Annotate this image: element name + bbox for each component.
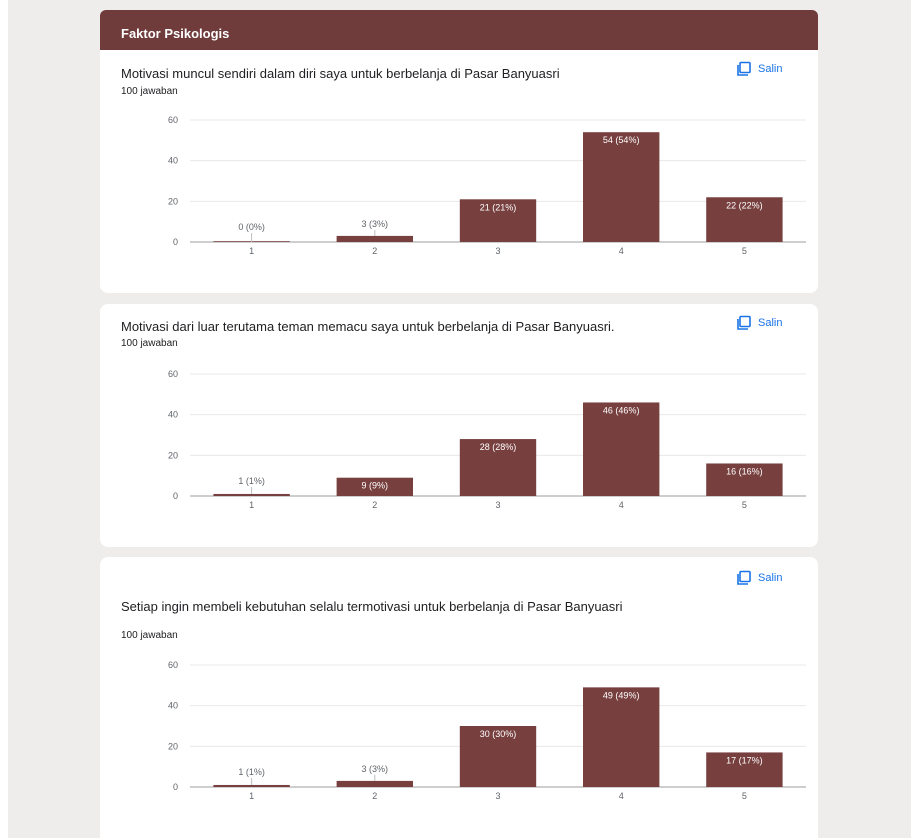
x-tick-label: 4 [619, 791, 624, 801]
bar[interactable] [459, 439, 537, 496]
copy-label: Salin [758, 572, 783, 584]
bar[interactable] [213, 493, 290, 496]
data-label: 30 (30%) [480, 729, 517, 739]
data-label: 46 (46%) [603, 405, 640, 415]
x-tick-label: 2 [372, 500, 377, 510]
copy-icon [737, 570, 751, 585]
response-count-3: 100 jawaban [121, 630, 178, 641]
bar-chart-1: 0 20 40 60 0 (0%) 1 3 (3%) 2 21 (21%) 3 54 (54%) 4 2… [168, 115, 806, 256]
copy-icon [737, 61, 751, 76]
bar-chart-2: 0 20 40 60 1 (1%) 1 9 (9%) 2 28 (28%) 3 46 (46%) 4 1… [168, 369, 806, 510]
copy-chart-button-2[interactable]: Salin [736, 315, 782, 331]
data-label: 1 (1%) [238, 476, 265, 486]
bar[interactable] [706, 752, 783, 787]
bar[interactable] [706, 463, 783, 496]
y-tick-label: 40 [168, 410, 178, 420]
x-tick-label: 2 [372, 246, 377, 256]
copy-chart-button-1[interactable]: Salin [736, 61, 782, 77]
data-label: 9 (9%) [362, 481, 389, 491]
x-tick-label: 4 [619, 246, 624, 256]
data-label: 0 (0%) [238, 222, 265, 232]
copy-label: Salin [758, 63, 783, 75]
question-card-2: Motivasi dari luar terutama teman memacu… [100, 304, 818, 547]
x-tick-label: 3 [495, 500, 500, 510]
question-title-3: Setiap ingin membeli kebutuhan selalu te… [121, 599, 623, 614]
y-tick-label: 20 [168, 450, 178, 460]
question-card-1: Motivasi muncul sendiri dalam diri saya … [100, 10, 818, 293]
bar[interactable] [336, 235, 413, 242]
response-count-1: 100 jawaban [121, 86, 178, 97]
x-tick-label: 1 [249, 246, 254, 256]
x-tick-label: 3 [495, 791, 500, 801]
data-label: 21 (21%) [480, 202, 517, 212]
x-tick-label: 3 [495, 246, 500, 256]
response-count-2: 100 jawaban [121, 338, 178, 349]
x-tick-label: 4 [619, 500, 624, 510]
bar[interactable] [213, 784, 290, 787]
y-tick-label: 0 [173, 237, 178, 247]
bar[interactable] [336, 477, 413, 496]
x-tick-label: 5 [742, 500, 747, 510]
bar[interactable] [459, 199, 537, 242]
section-title: Faktor Psikologis [121, 26, 230, 41]
question-card-3: Salin Setiap ingin membeli kebutuhan sel… [100, 557, 818, 838]
bar[interactable] [459, 726, 537, 787]
y-tick-label: 40 [168, 156, 178, 166]
y-tick-label: 40 [168, 701, 178, 711]
data-label: 3 (3%) [362, 219, 389, 229]
bar-chart-3: 0 20 40 60 1 (1%) 1 3 (3%) 2 30 (30%) 3 49 (49%) 4 1… [168, 660, 806, 801]
x-tick-label: 1 [249, 791, 254, 801]
question-title-2: Motivasi dari luar terutama teman memacu… [121, 319, 615, 334]
data-label: 17 (17%) [726, 755, 763, 765]
bar[interactable] [583, 132, 660, 242]
data-label: 54 (54%) [603, 135, 640, 145]
y-tick-label: 60 [168, 369, 178, 379]
y-tick-label: 0 [173, 491, 178, 501]
section-header: Faktor Psikologis [100, 10, 818, 50]
x-tick-label: 5 [742, 791, 747, 801]
bar[interactable] [583, 687, 660, 787]
data-label: 22 (22%) [726, 200, 763, 210]
data-label: 3 (3%) [362, 764, 389, 774]
bar[interactable] [583, 402, 660, 496]
data-label: 28 (28%) [480, 442, 517, 452]
bar[interactable] [706, 197, 783, 242]
x-tick-label: 2 [372, 791, 377, 801]
copy-chart-button-3[interactable]: Salin [736, 570, 782, 586]
y-tick-label: 20 [168, 741, 178, 751]
copy-label: Salin [758, 317, 783, 329]
y-tick-label: 20 [168, 196, 178, 206]
x-tick-label: 5 [742, 246, 747, 256]
x-tick-label: 1 [249, 500, 254, 510]
data-label: 1 (1%) [238, 767, 265, 777]
y-tick-label: 0 [173, 782, 178, 792]
data-label: 49 (49%) [603, 690, 640, 700]
bar[interactable] [336, 780, 413, 787]
question-title-1: Motivasi muncul sendiri dalam diri saya … [121, 66, 560, 81]
y-tick-label: 60 [168, 660, 178, 670]
copy-icon [737, 315, 751, 330]
data-label: 16 (16%) [726, 466, 763, 476]
y-tick-label: 60 [168, 115, 178, 125]
